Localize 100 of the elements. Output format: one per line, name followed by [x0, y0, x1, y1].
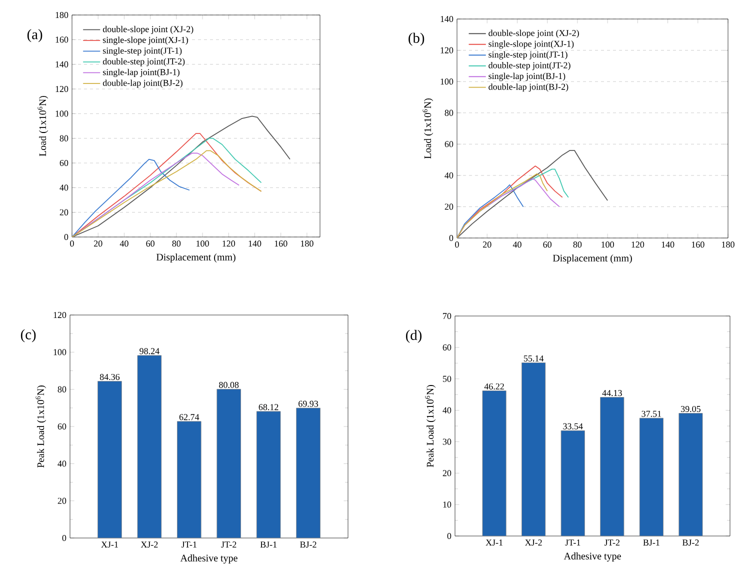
x-tick-label: 20 — [483, 242, 492, 248]
y-tick-label: 120 — [54, 312, 66, 318]
line-series — [457, 184, 524, 238]
y-tick-label: 100 — [440, 78, 454, 85]
legend-label: double-step joint(JT-2) — [102, 58, 185, 66]
y-tick-label: 70 — [443, 312, 452, 320]
text: (b) — [408, 32, 424, 46]
x-axis-title: Adhesive type — [180, 554, 238, 564]
x-tick-label: JT-1 — [181, 542, 196, 548]
y-tick-label: 120 — [56, 86, 68, 92]
text: (c) — [20, 329, 36, 342]
y-tick-label: 20 — [444, 204, 454, 210]
y-axis-title: Load (1x10$^{6}$N) — [38, 96, 48, 156]
x-tick-label: 160 — [692, 242, 704, 248]
y-axis-title: Load (1x10$^{6}$N) — [422, 98, 434, 159]
y-tick-label: 60 — [60, 160, 68, 166]
x-tick-label: 140 — [248, 240, 262, 247]
y-tick-label: 80 — [60, 135, 68, 142]
y-tick-label: 30 — [442, 438, 452, 445]
x-tick-label: 40 — [512, 242, 522, 248]
x-tick-label: XJ-2 — [525, 540, 542, 546]
y-tick-label: 10 — [443, 502, 452, 508]
data-label: 84.36 — [100, 374, 120, 380]
y-tick-label: 0 — [64, 234, 68, 240]
x-axis-title: Adhesive type — [564, 552, 621, 562]
legend-label: double-slope joint (XJ-2) — [102, 26, 194, 34]
bar — [678, 413, 703, 536]
x-tick-label: 100 — [602, 242, 614, 248]
data-label: 39.05 — [681, 406, 700, 412]
x-tick-label: XJ-2 — [140, 542, 158, 548]
y-axis-title: Peak Load (1x10$^{6}$N) — [36, 386, 46, 468]
legend-label: double-lap joint(BJ-2) — [488, 83, 568, 92]
y-tick-label: 0 — [447, 532, 452, 540]
x-tick-label: 180 — [300, 240, 314, 247]
y-tick-label: 140 — [56, 61, 68, 68]
y-axis-title: Peak Load (1x10$^{6}$N) — [425, 385, 436, 468]
bar — [482, 390, 506, 536]
y-tick-label: 80 — [58, 386, 66, 392]
y-tick-label: 60 — [444, 141, 454, 148]
y-tick-label: 140 — [440, 16, 454, 22]
data-label: 69.93 — [298, 400, 318, 407]
x-tick-label: 80 — [172, 240, 181, 247]
y-tick-label: 20 — [442, 470, 452, 476]
y-tick-label: 100 — [56, 110, 68, 117]
y-tick-label: 60 — [442, 344, 452, 350]
x-tick-label: 20 — [94, 240, 102, 247]
legend-label: double-lap joint(BJ-2) — [102, 80, 182, 88]
data-label: 62.74 — [179, 414, 200, 420]
y-tick-label: 80 — [444, 110, 454, 116]
x-tick-label: XJ-1 — [486, 540, 503, 546]
data-label: 55.14 — [524, 355, 544, 362]
x-axis-title: Displacement (mm) — [156, 253, 236, 263]
x-tick-label: 40 — [120, 240, 128, 247]
y-tick-label: 180 — [56, 12, 68, 18]
bar — [639, 418, 664, 536]
data-label: 80.08 — [219, 382, 239, 388]
legend-label: single-step joint(JT-1) — [102, 47, 182, 56]
y-tick-label: 20 — [58, 498, 66, 504]
bar — [522, 362, 546, 536]
legend-label: single-slope joint(XJ-1) — [102, 36, 188, 45]
x-tick-label: 80 — [573, 242, 582, 248]
legend-label: double-slope joint (XJ-2) — [488, 30, 579, 38]
legend-label: single-lap joint(BJ-1) — [102, 68, 180, 78]
x-tick-label: XJ-1 — [101, 542, 118, 548]
bar — [600, 397, 624, 536]
legend-label: single-lap joint(BJ-1) — [488, 72, 566, 81]
x-tick-label: JT-2 — [604, 540, 620, 546]
data-label: 98.24 — [140, 348, 160, 354]
data-label: 33.54 — [563, 423, 583, 430]
text: (d) — [406, 330, 422, 343]
bar — [216, 388, 241, 538]
line-series — [457, 173, 548, 238]
x-tick-label: 60 — [146, 240, 154, 247]
x-tick-label: 120 — [222, 240, 236, 247]
line-series — [457, 150, 608, 238]
x-tick-label: 100 — [196, 240, 209, 247]
x-tick-label: 160 — [274, 240, 288, 247]
x-tick-label: JT-2 — [221, 542, 236, 548]
y-tick-label: 50 — [442, 376, 452, 382]
y-tick-label: 120 — [440, 47, 454, 54]
y-tick-label: 60 — [58, 423, 66, 430]
x-tick-label: JT-1 — [565, 540, 580, 546]
x-tick-label: 0 — [455, 242, 459, 248]
x-tick-label: 60 — [543, 242, 552, 248]
x-tick-label: 120 — [632, 242, 644, 248]
y-tick-label: 40 — [444, 172, 454, 178]
y-tick-label: 40 — [60, 184, 68, 191]
bar — [98, 381, 122, 538]
y-tick-label: 0 — [62, 534, 66, 542]
bar — [256, 411, 281, 538]
y-tick-label: 0 — [449, 234, 454, 242]
legend-label: single-slope joint(XJ-1) — [488, 40, 574, 49]
data-label: 37.51 — [642, 410, 662, 417]
y-tick-label: 40 — [58, 460, 66, 467]
line-series — [72, 116, 290, 237]
y-tick-label: 160 — [56, 36, 68, 43]
bar — [560, 430, 585, 536]
legend-label: single-step joint(JT-1) — [488, 51, 568, 60]
x-tick-label: BJ-2 — [300, 542, 316, 548]
y-tick-label: 100 — [54, 349, 66, 356]
